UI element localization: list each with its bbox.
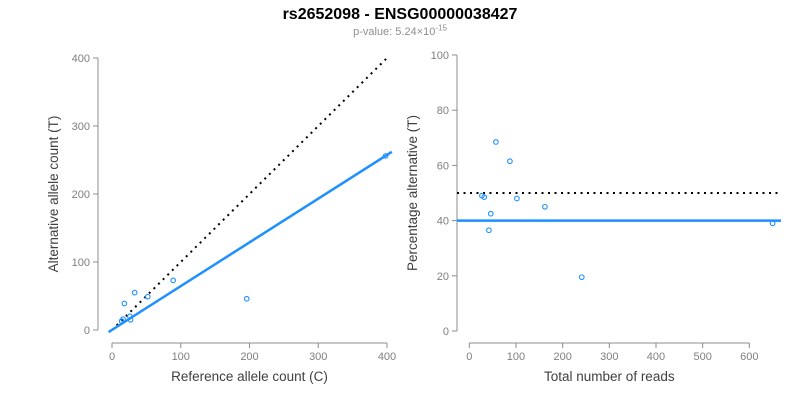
data-point bbox=[243, 295, 250, 302]
left-scatter-panel: 0 100 200 300 400 0 100 200 300 400 Reference alle… bbox=[46, 53, 396, 384]
right-scatter-panel: 0 20 40 60 80 100 0 100 200 300 400 500 600 Total num… bbox=[405, 50, 781, 384]
data-point bbox=[487, 210, 494, 217]
data-point bbox=[481, 194, 488, 200]
y-tick-label: 0 bbox=[443, 326, 449, 338]
x-tick-label: 300 bbox=[309, 351, 327, 363]
x-tick-label: 200 bbox=[240, 351, 258, 363]
identity-line bbox=[111, 57, 388, 331]
data-point bbox=[769, 220, 776, 227]
axis-titles: Total number of reads Percentage alternat… bbox=[405, 115, 675, 384]
data-point bbox=[514, 195, 520, 202]
data-point bbox=[120, 316, 126, 322]
data-points bbox=[479, 139, 776, 281]
axes bbox=[452, 54, 750, 348]
data-point bbox=[127, 316, 134, 323]
p-value-text: p-value: 5.24×10 bbox=[353, 26, 436, 38]
data-point bbox=[486, 227, 492, 234]
x-axis-title: Total number of reads bbox=[544, 369, 675, 384]
tick-labels: 0 20 40 60 80 100 0 100 200 300 400 500 600 bbox=[431, 50, 759, 363]
y-axis-title: Alternative allele count (T) bbox=[46, 116, 61, 273]
x-tick-label: 400 bbox=[647, 351, 665, 363]
axis-titles: Reference allele count (C) Alternative al… bbox=[46, 116, 328, 384]
data-points bbox=[118, 153, 389, 325]
y-tick-label: 300 bbox=[72, 121, 90, 133]
x-tick-label: 100 bbox=[507, 351, 525, 363]
regression-line bbox=[107, 150, 393, 334]
y-tick-label: 100 bbox=[72, 257, 90, 269]
x-axis-title: Reference allele count (C) bbox=[171, 369, 328, 384]
reference-lines bbox=[107, 57, 393, 334]
data-point bbox=[493, 139, 499, 145]
axes bbox=[93, 57, 388, 348]
x-tick-label: 200 bbox=[553, 351, 571, 363]
data-point bbox=[170, 277, 177, 284]
data-point bbox=[144, 293, 151, 300]
y-tick-label: 80 bbox=[437, 105, 449, 117]
y-tick-label: 200 bbox=[72, 189, 90, 201]
data-point bbox=[507, 158, 513, 165]
data-point bbox=[121, 300, 128, 307]
y-axis-title: Percentage alternative (T) bbox=[405, 115, 420, 271]
tick-labels: 0 100 200 300 400 0 100 200 300 400 bbox=[72, 53, 397, 363]
x-tick-label: 600 bbox=[740, 351, 758, 363]
y-tick-label: 60 bbox=[437, 160, 449, 172]
data-point bbox=[127, 313, 133, 320]
y-tick-label: 400 bbox=[72, 53, 90, 65]
data-point bbox=[542, 203, 548, 210]
y-tick-label: 100 bbox=[431, 50, 449, 62]
x-tick-label: 400 bbox=[378, 351, 396, 363]
y-tick-label: 40 bbox=[437, 216, 449, 228]
p-value-subtitle: p-value: 5.24×10-15 bbox=[0, 23, 800, 38]
reference-lines bbox=[457, 192, 781, 222]
y-tick-label: 0 bbox=[84, 325, 90, 337]
x-tick-label: 500 bbox=[693, 351, 711, 363]
x-tick-label: 0 bbox=[466, 351, 472, 363]
data-point bbox=[131, 289, 138, 296]
x-tick-label: 100 bbox=[172, 351, 190, 363]
plot-title: rs2652098 - ENSG00000038427 bbox=[282, 6, 518, 23]
x-tick-label: 300 bbox=[600, 351, 618, 363]
p-value-exponent: -15 bbox=[435, 23, 447, 33]
data-point bbox=[382, 153, 389, 159]
x-tick-label: 0 bbox=[109, 351, 115, 363]
data-point bbox=[578, 274, 585, 281]
y-tick-label: 20 bbox=[437, 271, 449, 283]
